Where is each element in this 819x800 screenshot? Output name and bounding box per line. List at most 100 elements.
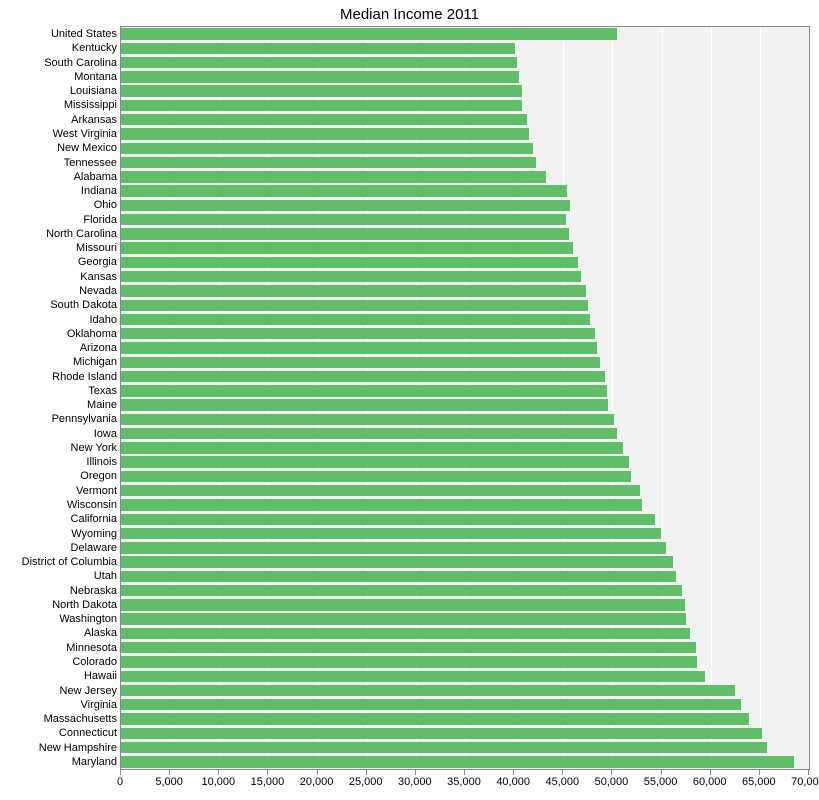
bar xyxy=(121,100,522,111)
y-tick-label: Indiana xyxy=(81,185,117,197)
y-tick-label: Rhode Island xyxy=(52,371,117,383)
y-tick-label: Delaware xyxy=(71,542,117,554)
bar xyxy=(121,43,515,54)
bar-row xyxy=(121,355,809,369)
bar xyxy=(121,756,794,767)
bar xyxy=(121,456,629,467)
bar-row xyxy=(121,541,809,555)
y-tick-label: Hawaii xyxy=(84,670,117,682)
y-tick-label: Alabama xyxy=(74,171,117,183)
bar-row xyxy=(121,669,809,683)
y-tick-label: Louisiana xyxy=(70,85,117,97)
x-tick-label: 45,000 xyxy=(545,776,579,788)
bar xyxy=(121,228,569,239)
y-tick-label: Kentucky xyxy=(72,42,117,54)
bar xyxy=(121,699,741,710)
bar-row xyxy=(121,241,809,255)
bar-row xyxy=(121,641,809,655)
bar-row xyxy=(121,369,809,383)
x-tick-label: 5,000 xyxy=(155,776,183,788)
x-axis: 05,00010,00015,00020,00025,00030,00035,0… xyxy=(120,770,810,794)
bar xyxy=(121,328,595,339)
bar xyxy=(121,300,588,311)
bar-row xyxy=(121,755,809,769)
x-tick-label: 70,000 xyxy=(791,776,819,788)
y-tick-label: California xyxy=(71,513,117,525)
x-tick-label: 60,000 xyxy=(693,776,727,788)
bar xyxy=(121,285,586,296)
bar-row xyxy=(121,441,809,455)
bar-row xyxy=(121,198,809,212)
bar xyxy=(121,556,673,567)
x-tick-label: 10,000 xyxy=(201,776,235,788)
x-tick-label: 35,000 xyxy=(447,776,481,788)
bar xyxy=(121,157,536,168)
x-tick xyxy=(366,770,367,775)
x-tick xyxy=(759,770,760,775)
y-tick-label: Texas xyxy=(88,385,117,397)
y-tick-label: Virginia xyxy=(81,699,118,711)
y-tick-label: Arizona xyxy=(80,342,117,354)
y-tick-label: Iowa xyxy=(94,428,117,440)
chart-title: Median Income 2011 xyxy=(0,0,819,23)
bar xyxy=(121,242,573,253)
y-tick-label: Minnesota xyxy=(66,642,117,654)
y-tick-label: Washington xyxy=(59,613,117,625)
bar-row xyxy=(121,455,809,469)
bar xyxy=(121,713,749,724)
bar xyxy=(121,485,640,496)
bar xyxy=(121,528,661,539)
y-tick-label: Wisconsin xyxy=(67,499,117,511)
bar xyxy=(121,471,631,482)
bar-row xyxy=(121,484,809,498)
y-tick-label: Oklahoma xyxy=(67,328,117,340)
x-tick-label: 40,000 xyxy=(496,776,530,788)
x-tick xyxy=(120,770,121,775)
bar xyxy=(121,671,705,682)
bar-row xyxy=(121,127,809,141)
y-tick-label: South Carolina xyxy=(44,57,117,69)
y-tick-label: Pennsylvania xyxy=(52,413,117,425)
x-tick xyxy=(562,770,563,775)
bar xyxy=(121,742,767,753)
x-tick xyxy=(808,770,809,775)
bar xyxy=(121,399,608,410)
bar-row xyxy=(121,312,809,326)
bar xyxy=(121,171,546,182)
y-tick-label: North Dakota xyxy=(52,599,117,611)
y-tick-label: North Carolina xyxy=(46,228,117,240)
y-tick-label: Georgia xyxy=(78,256,117,268)
y-tick-label: Arkansas xyxy=(71,114,117,126)
median-income-chart: Median Income 2011 United StatesKentucky… xyxy=(0,0,819,800)
bar xyxy=(121,728,762,739)
bar xyxy=(121,385,607,396)
bar-row xyxy=(121,284,809,298)
bar xyxy=(121,71,519,82)
y-tick-label: New Hampshire xyxy=(39,742,117,754)
bar xyxy=(121,642,696,653)
y-tick-label: Florida xyxy=(83,214,117,226)
bar xyxy=(121,257,578,268)
bar-row xyxy=(121,270,809,284)
bar xyxy=(121,28,617,39)
bar xyxy=(121,214,566,225)
x-tick xyxy=(267,770,268,775)
bar xyxy=(121,85,522,96)
bar-row xyxy=(121,84,809,98)
x-tick-label: 50,000 xyxy=(595,776,629,788)
bar xyxy=(121,414,614,425)
y-tick-label: Vermont xyxy=(76,485,117,497)
bar-row xyxy=(121,412,809,426)
x-tick-label: 30,000 xyxy=(398,776,432,788)
y-tick-label: West Virginia xyxy=(53,128,117,140)
bar-row xyxy=(121,427,809,441)
bar xyxy=(121,685,735,696)
bar xyxy=(121,571,676,582)
bar-row xyxy=(121,398,809,412)
bar-row xyxy=(121,726,809,740)
x-tick xyxy=(661,770,662,775)
bar xyxy=(121,128,529,139)
bar xyxy=(121,357,600,368)
bar xyxy=(121,542,666,553)
bar-row xyxy=(121,227,809,241)
